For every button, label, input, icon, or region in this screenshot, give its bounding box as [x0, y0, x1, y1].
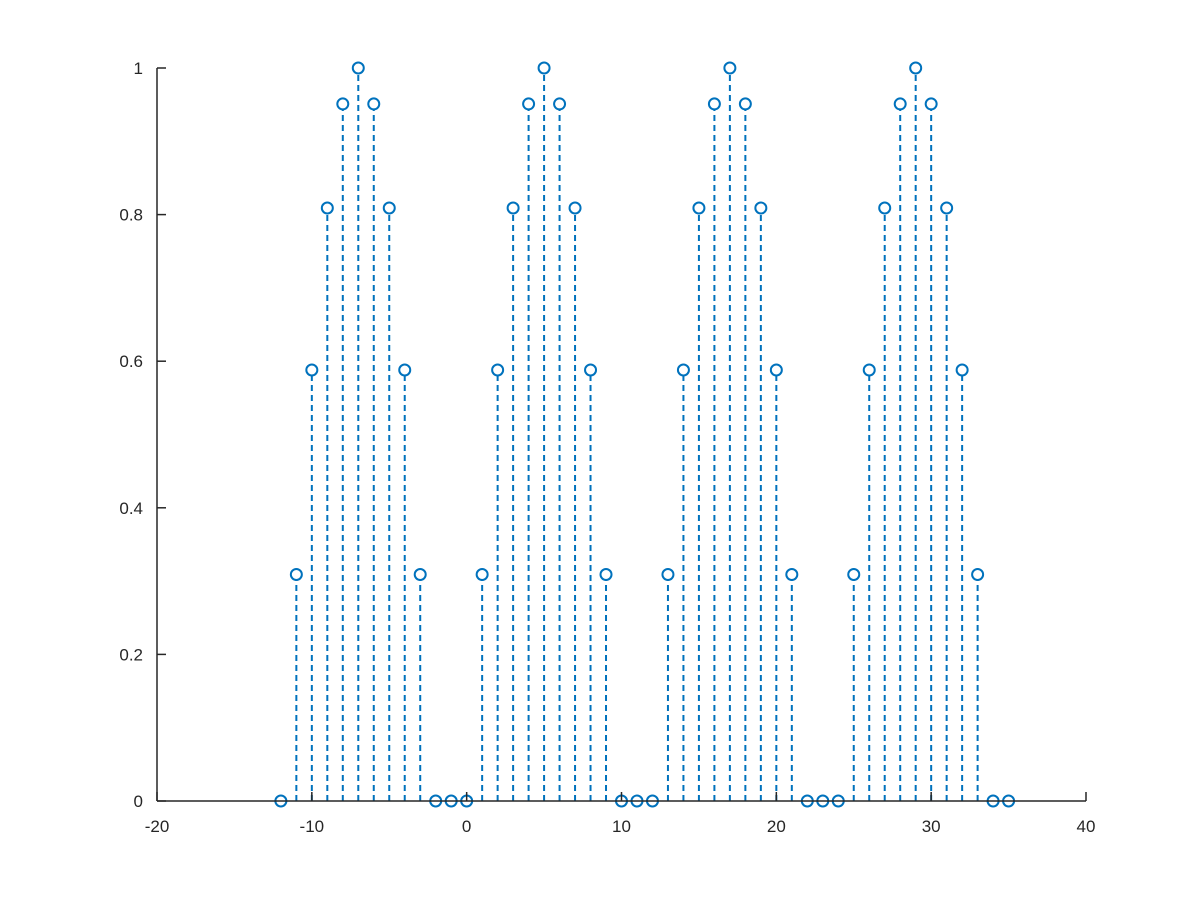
stem-marker: [568, 201, 582, 215]
stem-marker: [940, 201, 954, 215]
stem-marker: [553, 97, 567, 111]
stems-layer: [274, 61, 1016, 808]
stem-marker: [785, 568, 799, 582]
stem-marker: [506, 201, 520, 215]
stem-marker: [862, 363, 876, 377]
stem-marker: [351, 61, 365, 75]
stem-marker: [522, 97, 536, 111]
stem-marker: [707, 97, 721, 111]
ticks-layer: -20 -10 0 10 20 30 40 0 0.2 0.4 0.6 0.8 1: [119, 59, 1095, 836]
y-tick-label: 0.8: [119, 206, 143, 225]
stem-marker: [692, 201, 706, 215]
stem-marker: [738, 97, 752, 111]
stem-marker: [367, 97, 381, 111]
stem-marker: [289, 568, 303, 582]
stem-marker: [754, 201, 768, 215]
stem-marker: [661, 568, 675, 582]
axes-layer: [156, 68, 1086, 802]
stem-marker: [955, 363, 969, 377]
stem-marker: [599, 568, 613, 582]
stem-marker: [769, 363, 783, 377]
stem-marker: [878, 201, 892, 215]
y-tick-label: 1: [134, 59, 143, 78]
stem-marker: [924, 97, 938, 111]
stem-marker: [676, 363, 690, 377]
stem-marker: [909, 61, 923, 75]
stem-marker: [584, 363, 598, 377]
stem-marker: [413, 568, 427, 582]
stem-marker: [336, 97, 350, 111]
stem-marker: [893, 97, 907, 111]
stem-marker: [971, 568, 985, 582]
stem-marker: [475, 568, 489, 582]
y-tick-label: 0.4: [119, 499, 143, 518]
x-tick-label: -10: [300, 817, 325, 836]
x-tick-label: -20: [145, 817, 170, 836]
x-tick-label: 10: [612, 817, 631, 836]
stem-marker: [723, 61, 737, 75]
y-tick-label: 0.6: [119, 352, 143, 371]
y-tick-label: 0: [134, 792, 143, 811]
x-tick-label: 40: [1077, 817, 1096, 836]
x-tick-label: 30: [922, 817, 941, 836]
stem-marker: [382, 201, 396, 215]
stem-marker: [847, 568, 861, 582]
stem-marker: [305, 363, 319, 377]
x-tick-label: 20: [767, 817, 786, 836]
x-tick-label: 0: [462, 817, 471, 836]
stem-marker: [320, 201, 334, 215]
stem-marker: [491, 363, 505, 377]
y-tick-label: 0.2: [119, 645, 143, 664]
stem-marker: [398, 363, 412, 377]
stem-marker: [537, 61, 551, 75]
